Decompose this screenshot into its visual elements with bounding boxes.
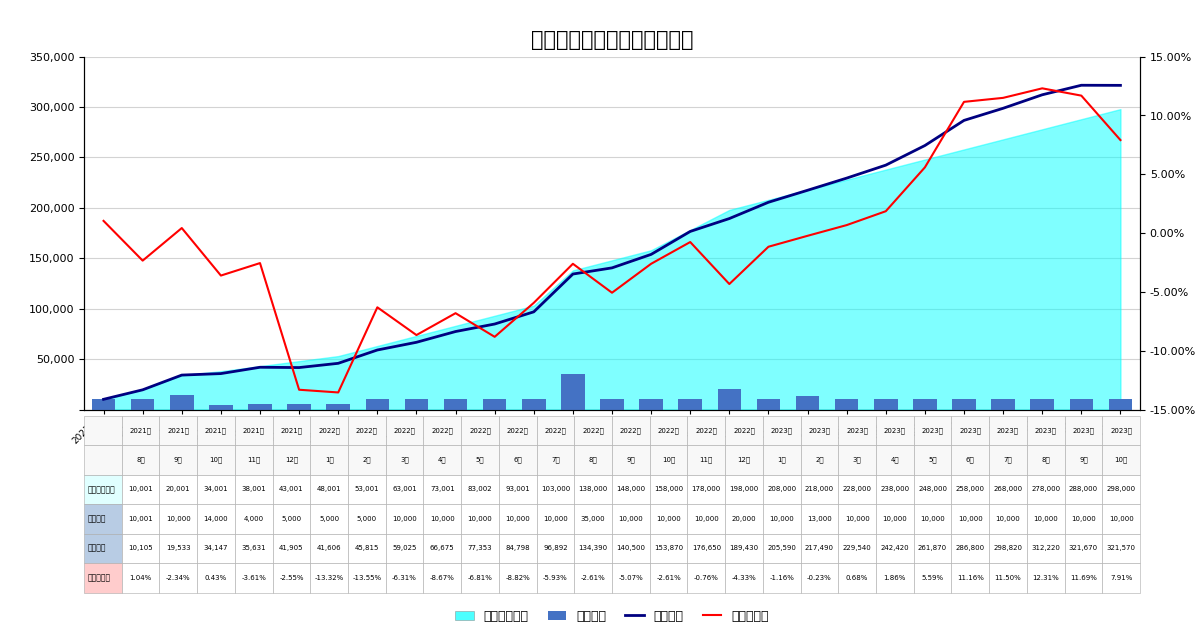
Bar xyxy=(640,399,662,410)
Bar xyxy=(444,399,467,410)
Bar xyxy=(835,399,858,410)
Bar xyxy=(718,389,742,410)
Bar xyxy=(404,399,428,410)
Bar xyxy=(1069,399,1093,410)
Bar xyxy=(326,404,350,410)
Bar xyxy=(678,399,702,410)
Bar xyxy=(913,399,937,410)
Bar xyxy=(796,396,820,410)
Title: わが家のひふみ投信運用実績: わが家のひふみ投信運用実績 xyxy=(530,30,694,50)
Bar xyxy=(1109,399,1132,410)
Legend: 受渡金額合計, 受渡金額, 評価金額, 評価損益率: 受渡金額合計, 受渡金額, 評価金額, 評価損益率 xyxy=(450,605,774,628)
Bar xyxy=(953,399,976,410)
Bar xyxy=(600,399,624,410)
Bar xyxy=(991,399,1015,410)
Bar xyxy=(170,396,193,410)
Bar xyxy=(522,399,546,410)
Bar xyxy=(366,399,389,410)
Bar xyxy=(248,404,271,410)
Bar xyxy=(1031,399,1054,410)
Bar xyxy=(92,399,115,410)
Bar xyxy=(209,406,233,410)
Bar xyxy=(562,374,584,410)
Bar xyxy=(482,399,506,410)
Bar xyxy=(874,399,898,410)
Bar xyxy=(287,404,311,410)
Bar xyxy=(757,399,780,410)
Bar xyxy=(131,399,155,410)
